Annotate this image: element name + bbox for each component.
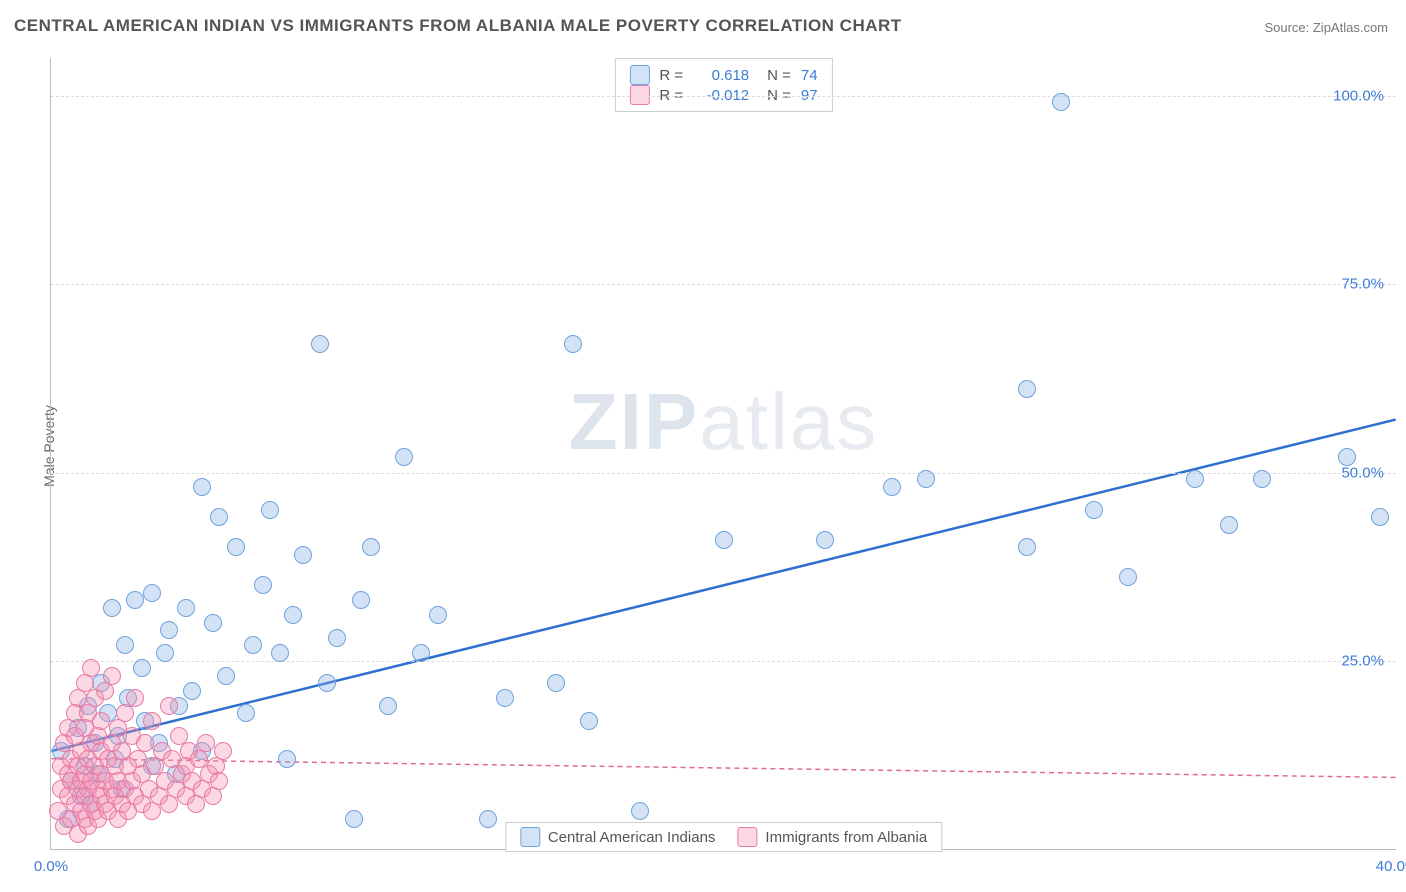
- data-point-cai: [311, 335, 329, 353]
- data-point-cai: [496, 689, 514, 707]
- data-point-cai: [362, 538, 380, 556]
- data-point-cai: [379, 697, 397, 715]
- x-tick-label: 0.0%: [34, 858, 68, 875]
- data-point-cai: [564, 335, 582, 353]
- y-tick-label: 25.0%: [1341, 653, 1384, 670]
- data-point-cai: [227, 538, 245, 556]
- data-point-cai: [1018, 538, 1036, 556]
- data-point-alb: [82, 659, 100, 677]
- stats-row-cai: R = 0.618 N = 74: [629, 65, 817, 85]
- trendline-cai: [51, 420, 1395, 751]
- gridline: [51, 661, 1396, 662]
- data-point-cai: [1338, 448, 1356, 466]
- r-value: 0.618: [693, 67, 749, 84]
- data-point-cai: [547, 674, 565, 692]
- x-tick-label: 40.0%: [1376, 858, 1406, 875]
- data-point-cai: [204, 614, 222, 632]
- legend-item-alb: Immigrants from Albania: [737, 827, 927, 847]
- data-point-cai: [156, 644, 174, 662]
- data-point-cai: [1085, 501, 1103, 519]
- data-point-cai: [183, 682, 201, 700]
- chart-title: CENTRAL AMERICAN INDIAN VS IMMIGRANTS FR…: [14, 16, 902, 36]
- data-point-cai: [328, 629, 346, 647]
- data-point-cai: [1018, 380, 1036, 398]
- data-point-alb: [197, 734, 215, 752]
- scatter-plot: ZIPatlas R =0.618N =74R =-0.012N =97 Cen…: [50, 58, 1396, 850]
- data-point-cai: [1186, 470, 1204, 488]
- data-point-alb: [103, 667, 121, 685]
- data-point-cai: [580, 712, 598, 730]
- data-point-cai: [1052, 93, 1070, 111]
- series-legend: Central American Indians Immigrants from …: [505, 822, 942, 852]
- data-point-cai: [278, 750, 296, 768]
- data-point-cai: [126, 591, 144, 609]
- data-point-alb: [136, 734, 154, 752]
- data-point-alb: [92, 712, 110, 730]
- watermark: ZIPatlas: [569, 376, 878, 468]
- data-point-cai: [271, 644, 289, 662]
- data-point-cai: [103, 599, 121, 617]
- data-point-cai: [261, 501, 279, 519]
- data-point-cai: [352, 591, 370, 609]
- data-point-alb: [126, 689, 144, 707]
- data-point-cai: [244, 636, 262, 654]
- data-point-cai: [116, 636, 134, 654]
- data-point-cai: [294, 546, 312, 564]
- data-point-cai: [217, 667, 235, 685]
- gridline: [51, 96, 1396, 97]
- r-label: R =: [659, 67, 683, 84]
- legend-label: Immigrants from Albania: [765, 829, 927, 846]
- y-tick-label: 50.0%: [1341, 464, 1384, 481]
- trendline-alb: [51, 759, 1395, 778]
- trend-lines: [51, 58, 1396, 849]
- data-point-cai: [1253, 470, 1271, 488]
- data-point-alb: [210, 772, 228, 790]
- data-point-cai: [883, 478, 901, 496]
- legend-item-cai: Central American Indians: [520, 827, 716, 847]
- data-point-cai: [193, 478, 211, 496]
- n-value: 74: [801, 67, 818, 84]
- data-point-alb: [143, 712, 161, 730]
- data-point-cai: [143, 584, 161, 602]
- data-point-cai: [318, 674, 336, 692]
- data-point-cai: [254, 576, 272, 594]
- data-point-alb: [116, 704, 134, 722]
- data-point-alb: [214, 742, 232, 760]
- data-point-cai: [345, 810, 363, 828]
- data-point-cai: [715, 531, 733, 549]
- gridline: [51, 284, 1396, 285]
- swatch-cai: [629, 65, 649, 85]
- data-point-cai: [917, 470, 935, 488]
- data-point-cai: [479, 810, 497, 828]
- data-point-cai: [412, 644, 430, 662]
- data-point-alb: [160, 697, 178, 715]
- data-point-cai: [816, 531, 834, 549]
- data-point-cai: [237, 704, 255, 722]
- data-point-cai: [1119, 568, 1137, 586]
- data-point-cai: [395, 448, 413, 466]
- y-tick-label: 75.0%: [1341, 276, 1384, 293]
- data-point-cai: [210, 508, 228, 526]
- legend-swatch-alb: [737, 827, 757, 847]
- data-point-cai: [631, 802, 649, 820]
- data-point-cai: [1371, 508, 1389, 526]
- data-point-cai: [1220, 516, 1238, 534]
- data-point-cai: [284, 606, 302, 624]
- data-point-cai: [133, 659, 151, 677]
- n-label: N =: [767, 67, 791, 84]
- data-point-cai: [160, 621, 178, 639]
- data-point-cai: [429, 606, 447, 624]
- legend-label: Central American Indians: [548, 829, 716, 846]
- correlation-stats-box: R =0.618N =74R =-0.012N =97: [614, 58, 832, 112]
- source-label: Source: ZipAtlas.com: [1264, 20, 1388, 35]
- data-point-cai: [177, 599, 195, 617]
- legend-swatch-cai: [520, 827, 540, 847]
- y-tick-label: 100.0%: [1333, 87, 1384, 104]
